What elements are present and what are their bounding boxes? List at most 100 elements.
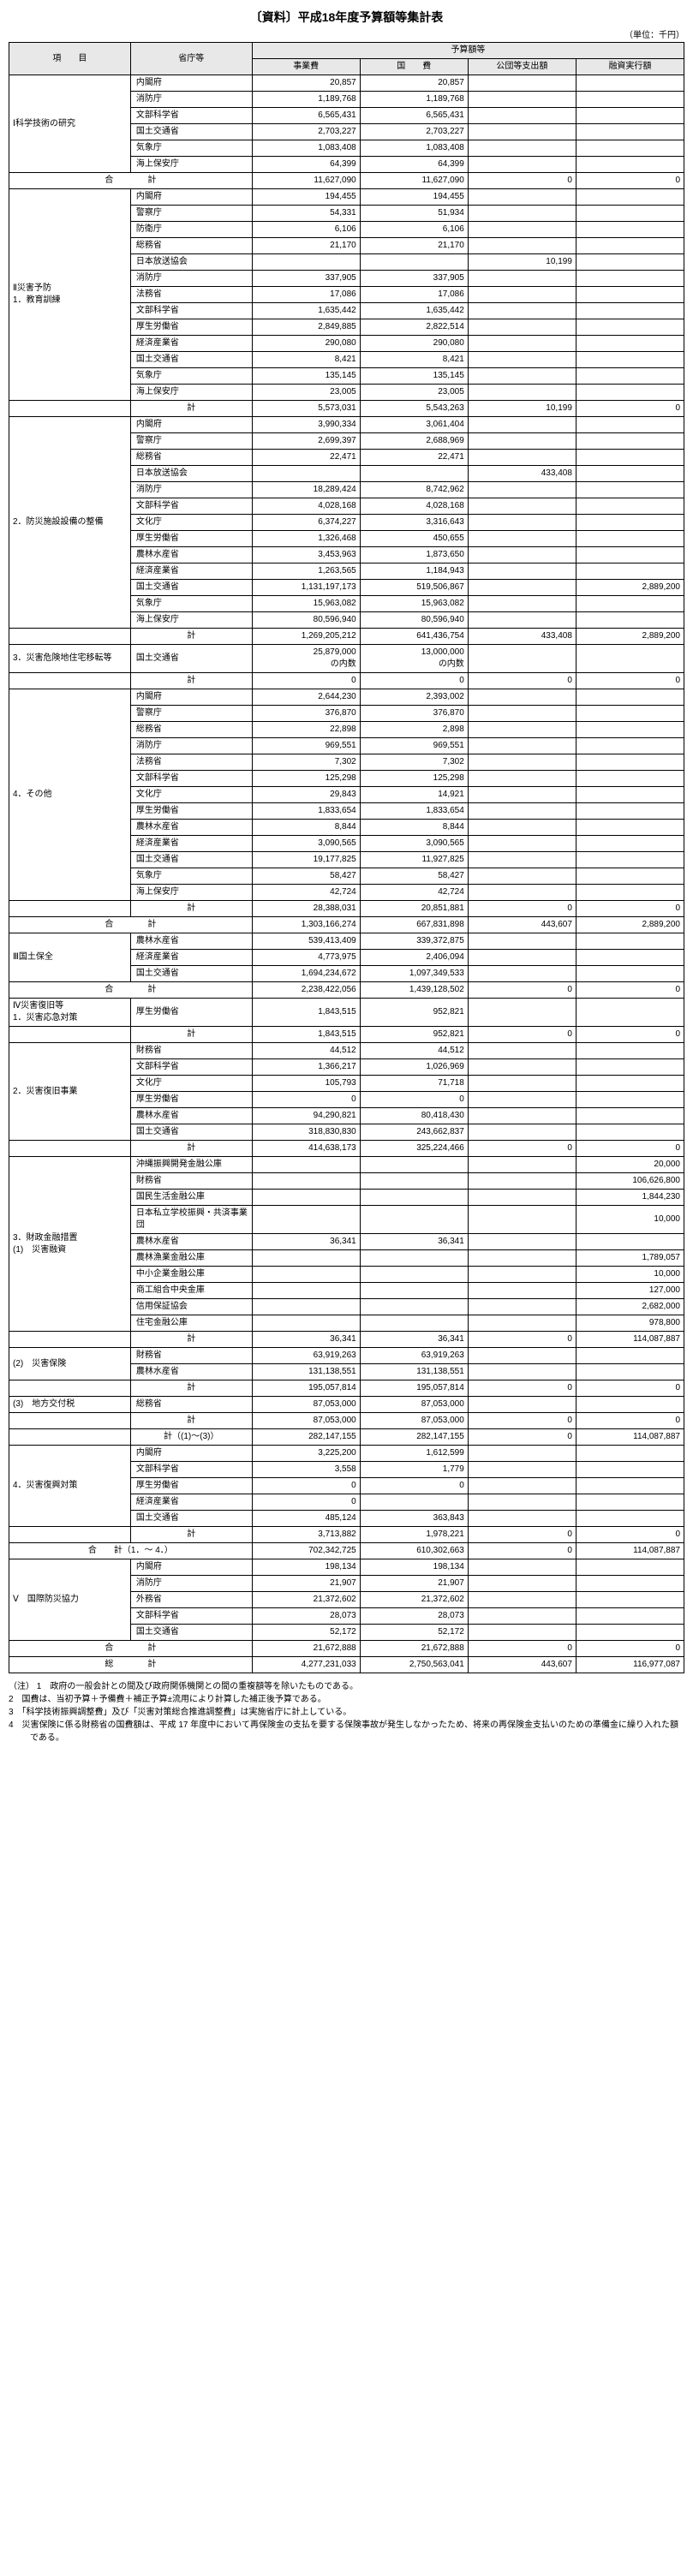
item-cell: Ⅳ災害復旧等1．災害応急対策 (9, 999, 131, 1027)
value-cell: 978,800 (576, 1315, 684, 1332)
value-cell: 0 (468, 901, 576, 917)
agency-cell: 国民生活金融公庫 (130, 1190, 252, 1206)
value-cell: 29,843 (252, 787, 360, 803)
value-cell (468, 1267, 576, 1283)
value-cell: 1,833,654 (252, 803, 360, 820)
value-cell (468, 1592, 576, 1608)
value-cell: 641,436,754 (360, 629, 468, 645)
value-cell: 0 (252, 1092, 360, 1108)
value-cell (576, 645, 684, 673)
notes: （注） 1 政府の一般会計との間及び政府関係機関との間の重複額等を除いたものであ… (9, 1680, 684, 1744)
value-cell: 14,921 (360, 787, 468, 803)
agency-cell: 国土交通省 (130, 966, 252, 982)
value-cell (468, 706, 576, 722)
value-cell: 0 (468, 173, 576, 189)
subtotal-row: 計 1,269,205,212641,436,754433,4082,889,2… (9, 629, 684, 645)
value-cell: 952,821 (360, 1027, 468, 1043)
value-cell: 3,713,882 (252, 1527, 360, 1543)
value-cell (468, 1576, 576, 1592)
value-cell: 51,934 (360, 206, 468, 222)
value-cell: 1,779 (360, 1462, 468, 1478)
value-cell: 0 (576, 1641, 684, 1657)
value-cell: 1,083,408 (252, 140, 360, 157)
value-cell (468, 738, 576, 754)
agency-cell: 総務省 (130, 1397, 252, 1413)
agency-cell: 内閣府 (130, 689, 252, 706)
value-cell: 1,439,128,502 (360, 982, 468, 999)
value-cell (252, 1190, 360, 1206)
value-cell (360, 1206, 468, 1234)
agency-cell: 厚生労働省 (130, 803, 252, 820)
value-cell: 0 (468, 673, 576, 689)
value-cell: 952,821 (360, 999, 468, 1027)
value-cell (468, 1625, 576, 1641)
value-cell: 195,057,814 (252, 1380, 360, 1397)
value-cell (468, 336, 576, 352)
value-cell: 195,057,814 (360, 1380, 468, 1397)
agency-cell: 国土交通省 (130, 124, 252, 140)
value-cell: 127,000 (576, 1283, 684, 1299)
value-cell: 1,303,166,274 (252, 917, 360, 933)
value-cell (576, 966, 684, 982)
value-cell (576, 1625, 684, 1641)
value-cell: 2,898 (360, 722, 468, 738)
value-cell (468, 868, 576, 885)
value-cell (468, 140, 576, 157)
value-cell: 337,905 (252, 271, 360, 287)
value-cell: 7,302 (360, 754, 468, 771)
value-cell: 1,263,565 (252, 564, 360, 580)
agency-cell: 消防庁 (130, 92, 252, 108)
value-cell: 0 (576, 1141, 684, 1157)
value-cell: 36,341 (252, 1332, 360, 1348)
value-cell: 282,147,155 (360, 1429, 468, 1446)
value-cell: 80,596,940 (252, 612, 360, 629)
value-cell (468, 966, 576, 982)
agency-cell: 文部科学省 (130, 1608, 252, 1625)
value-cell: 52,172 (252, 1625, 360, 1641)
table-row: Ⅳ災害復旧等1．災害応急対策 厚生労働省 1,843,515952,821 (9, 999, 684, 1027)
value-cell: 1,097,349,533 (360, 966, 468, 982)
value-cell: 3,061,404 (360, 417, 468, 433)
subtotal-label: 計 (130, 1027, 252, 1043)
value-cell (576, 238, 684, 254)
value-cell (576, 1043, 684, 1059)
value-cell: 443,607 (468, 1657, 576, 1673)
agency-cell: 文部科学省 (130, 498, 252, 515)
value-cell: 28,073 (252, 1608, 360, 1625)
value-cell (468, 754, 576, 771)
value-cell (576, 1608, 684, 1625)
value-cell (576, 417, 684, 433)
value-cell (468, 1190, 576, 1206)
agency-cell: 日本放送協会 (130, 254, 252, 271)
value-cell (576, 352, 684, 368)
table-header: 項 目 省庁等 予算額等 事業費 国 費 公団等支出額 融資実行額 (9, 43, 684, 75)
value-cell: 0 (252, 1494, 360, 1511)
value-cell: 1,635,442 (360, 303, 468, 319)
agency-cell: 消防庁 (130, 1576, 252, 1592)
value-cell: 131,138,551 (252, 1364, 360, 1380)
agency-cell: 厚生労働省 (130, 999, 252, 1027)
agency-cell: 日本放送協会 (130, 466, 252, 482)
value-cell: 433,408 (468, 629, 576, 645)
value-cell (360, 1157, 468, 1173)
table-row: Ⅲ国土保全 農林水産省 539,413,409339,372,875 (9, 933, 684, 950)
value-cell: 114,087,887 (576, 1543, 684, 1559)
subtotal-row: 計 5,573,0315,543,26310,1990 (9, 401, 684, 417)
value-cell (468, 75, 576, 92)
value-cell (576, 1576, 684, 1592)
value-cell (252, 466, 360, 482)
value-cell (468, 1076, 576, 1092)
subtotal-row: 計 195,057,814195,057,81400 (9, 1380, 684, 1397)
value-cell: 36,341 (252, 1234, 360, 1250)
value-cell (468, 319, 576, 336)
value-cell (576, 482, 684, 498)
subtotal-label: 計 (130, 401, 252, 417)
budget-table: 項 目 省庁等 予算額等 事業費 国 費 公団等支出額 融資実行額 Ⅰ科学技術の… (9, 42, 684, 1673)
value-cell (468, 645, 576, 673)
agency-cell: 農林水産省 (130, 1364, 252, 1380)
value-cell: 18,289,424 (252, 482, 360, 498)
agency-cell: 消防庁 (130, 482, 252, 498)
table-row: 3．災害危険地住宅移転等 国土交通省 25,879,000の内数13,000,0… (9, 645, 684, 673)
subtotal-row: 計 0000 (9, 673, 684, 689)
value-cell (468, 1494, 576, 1511)
